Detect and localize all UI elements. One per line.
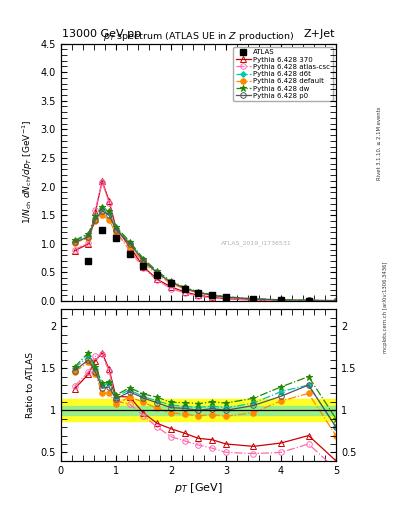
Text: Z+Jet: Z+Jet: [304, 29, 335, 39]
Title: $p_T$ spectrum (ATLAS UE in $Z$ production): $p_T$ spectrum (ATLAS UE in $Z$ producti…: [103, 30, 294, 44]
Y-axis label: Ratio to ATLAS: Ratio to ATLAS: [26, 352, 35, 418]
Legend: ATLAS, Pythia 6.428 370, Pythia 6.428 atlas-csc, Pythia 6.428 d6t, Pythia 6.428 : ATLAS, Pythia 6.428 370, Pythia 6.428 at…: [233, 47, 332, 101]
Text: mcplots.cern.ch [arXiv:1306.3436]: mcplots.cern.ch [arXiv:1306.3436]: [383, 262, 387, 353]
Text: 13000 GeV pp: 13000 GeV pp: [62, 29, 141, 39]
Text: Rivet 3.1.10, ≥ 2.1M events: Rivet 3.1.10, ≥ 2.1M events: [377, 106, 382, 180]
X-axis label: $p_T$ [GeV]: $p_T$ [GeV]: [174, 481, 223, 495]
Text: ATLAS_2019_I1736531: ATLAS_2019_I1736531: [220, 241, 291, 246]
Y-axis label: $1/N_\mathrm{ch}\ dN_\mathrm{ch}/dp_T\ [\mathrm{GeV}^{-1}]$: $1/N_\mathrm{ch}\ dN_\mathrm{ch}/dp_T\ […: [20, 120, 35, 224]
